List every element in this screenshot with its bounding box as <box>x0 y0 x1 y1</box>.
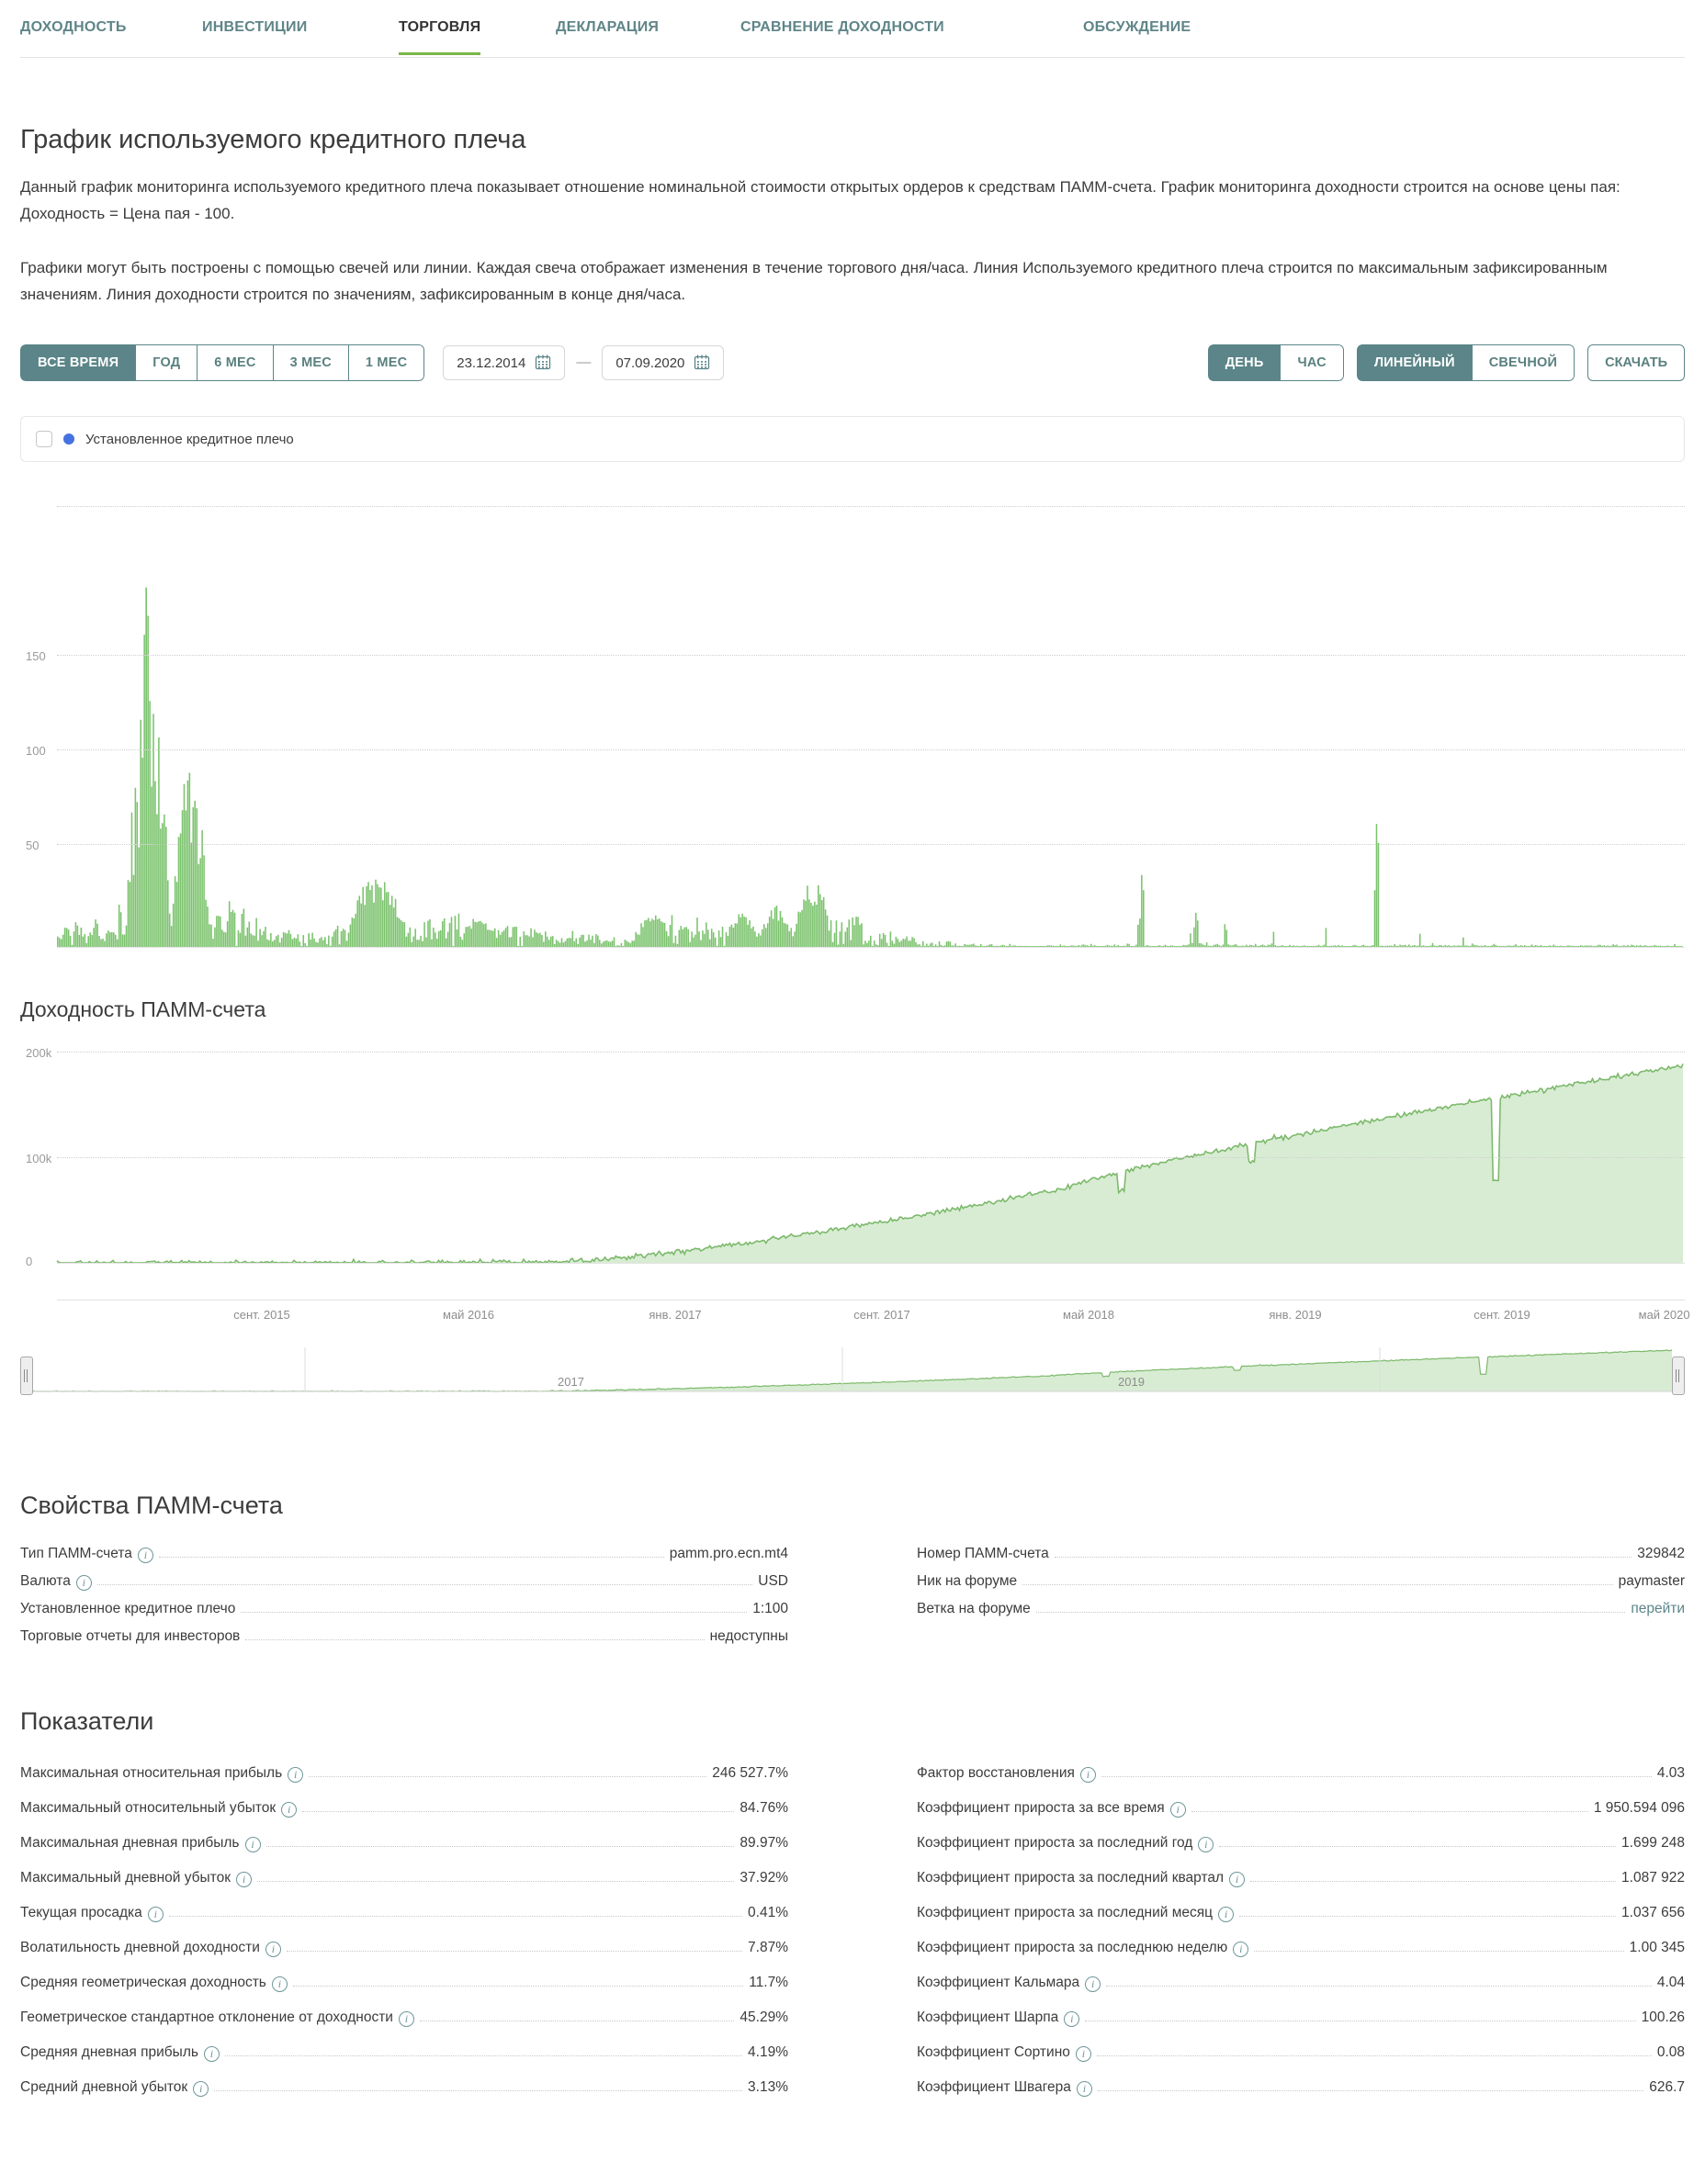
svg-text:2017: 2017 <box>558 1375 584 1389</box>
svg-text:2019: 2019 <box>1118 1375 1145 1389</box>
